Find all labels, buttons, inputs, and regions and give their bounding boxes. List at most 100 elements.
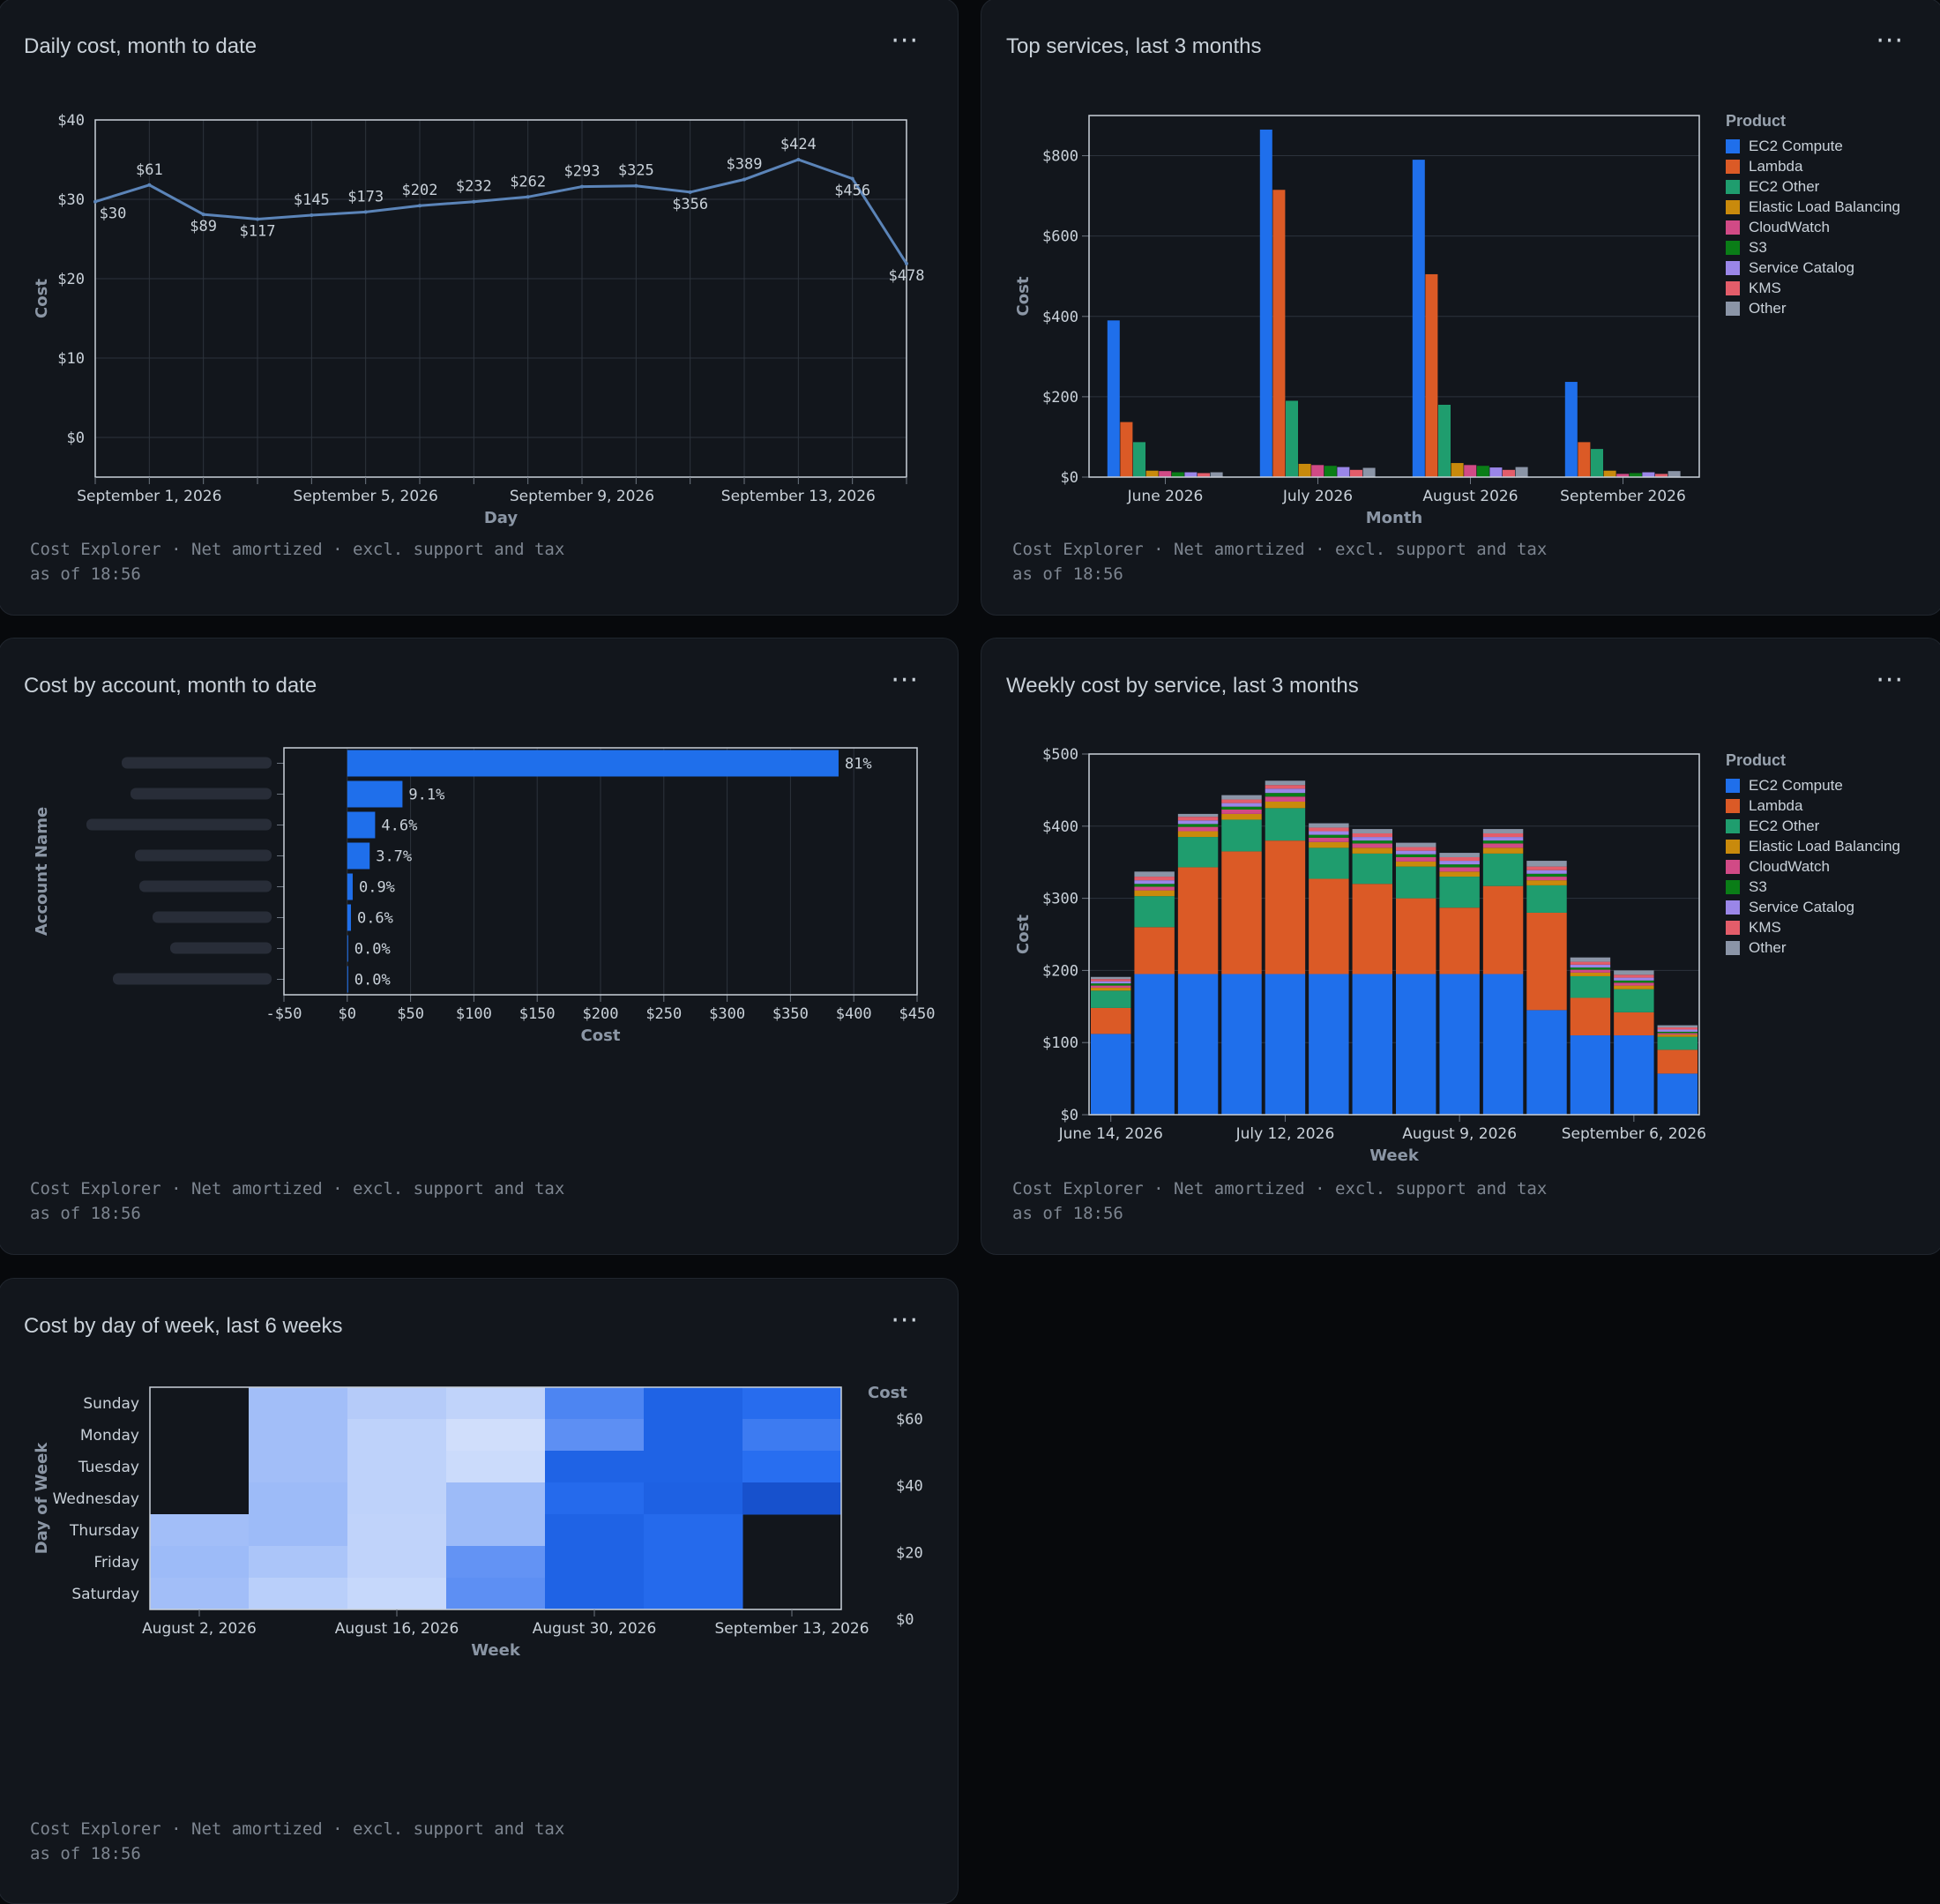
heatmap-cell — [545, 1451, 645, 1483]
legend-item[interactable]: CloudWatch — [1726, 856, 1900, 877]
heatmap-cell — [446, 1578, 546, 1610]
panel-title: Cost by account, month to date — [24, 674, 317, 698]
x-tick-label: June 14, 2026 — [1058, 1125, 1163, 1143]
stacked-bar-segment — [1396, 866, 1436, 899]
stacked-bar-segment — [1221, 809, 1262, 814]
stacked-bar-segment — [1091, 985, 1131, 989]
legend-item[interactable]: KMS — [1726, 917, 1900, 937]
legend-item[interactable]: Service Catalog — [1726, 258, 1900, 278]
stacked-bar-segment — [1482, 837, 1524, 841]
legend-item[interactable]: KMS — [1726, 278, 1900, 298]
legend-item[interactable]: CloudWatch — [1726, 217, 1900, 237]
more-options-icon[interactable]: ··· — [891, 1305, 919, 1336]
stacked-bar-segment — [1309, 847, 1349, 879]
legend-item[interactable]: Elastic Load Balancing — [1726, 197, 1900, 217]
stacked-bar-segment — [1614, 970, 1654, 975]
more-options-icon[interactable]: ··· — [891, 665, 919, 696]
x-tick-label: $150 — [519, 1005, 556, 1023]
stacked-bar-segment — [1352, 843, 1392, 848]
y-axis-title: Cost — [33, 279, 51, 318]
stacked-bar-segment — [1352, 974, 1392, 1115]
stacked-bar-segment — [1482, 847, 1524, 854]
data-point — [147, 183, 152, 187]
heatmap-cell — [446, 1451, 546, 1483]
data-label: $389 — [727, 156, 763, 174]
heatmap-cell — [545, 1546, 645, 1579]
stacked-bar-segment — [1177, 831, 1219, 838]
stacked-bar-segment — [1177, 813, 1219, 818]
y-axis-title: Day of Week — [33, 1442, 51, 1555]
colorbar-tick-label: $20 — [896, 1544, 923, 1562]
stacked-bar-segment — [1657, 1034, 1698, 1037]
more-options-icon[interactable]: ··· — [1876, 665, 1904, 696]
heatmap-cell — [644, 1482, 743, 1515]
data-label: $356 — [672, 196, 708, 213]
legend-item[interactable]: S3 — [1726, 237, 1900, 258]
panel-title: Cost by day of week, last 6 weeks — [24, 1314, 343, 1338]
weekly-cost-panel: Weekly cost by service, last 3 months ··… — [981, 638, 1940, 1255]
legend-item[interactable]: Other — [1726, 937, 1900, 958]
legend-item[interactable]: Lambda — [1726, 795, 1900, 816]
data-label: $117 — [240, 223, 276, 241]
legend-swatch — [1726, 199, 1740, 214]
bar — [1425, 273, 1438, 477]
chart-legend: Product EC2 Compute Lambda EC2 Other Elasti… — [1726, 112, 1900, 318]
stacked-bar-segment — [1352, 884, 1392, 974]
data-label: 4.6% — [381, 818, 417, 835]
heatmap-cell — [545, 1387, 645, 1420]
stacked-bar-segment — [1439, 853, 1480, 857]
legend-item[interactable]: EC2 Other — [1726, 176, 1900, 197]
legend-item[interactable]: Other — [1726, 298, 1900, 318]
legend-label: EC2 Other — [1749, 817, 1820, 834]
plot-frame — [94, 119, 907, 478]
bar — [1337, 467, 1350, 477]
bar — [1145, 470, 1159, 477]
stacked-bar-segment — [1091, 990, 1131, 1008]
bar — [1198, 473, 1210, 477]
more-options-icon[interactable]: ··· — [1876, 26, 1904, 56]
heatmap-cell — [545, 1514, 645, 1547]
stacked-bar-segment — [1570, 975, 1611, 998]
footer-timestamp: as of 18:56 — [30, 1204, 141, 1223]
legend-item[interactable]: S3 — [1726, 877, 1900, 897]
heatmap-cell — [347, 1546, 447, 1579]
legend-item[interactable]: EC2 Compute — [1726, 775, 1900, 795]
heatmap-cell — [347, 1419, 447, 1452]
y-tick-label: $300 — [1042, 891, 1078, 908]
x-axis-title: Week — [1369, 1146, 1420, 1165]
footer-timestamp: as of 18:56 — [30, 564, 141, 584]
bar — [1438, 405, 1451, 477]
heatmap-cell — [249, 1514, 348, 1547]
bar — [1133, 442, 1145, 477]
bar — [1272, 190, 1286, 477]
stacked-bar-segment — [1526, 880, 1567, 885]
heatmap-cell — [545, 1578, 645, 1610]
y-tick-label: Monday — [80, 1427, 139, 1445]
heatmap-cell — [249, 1387, 348, 1420]
legend-label: Elastic Load Balancing — [1749, 837, 1901, 855]
legend-item[interactable]: Elastic Load Balancing — [1726, 836, 1900, 856]
panel-footer: Cost Explorer · Net amortized · excl. su… — [1012, 537, 1547, 586]
stacked-bar-segment — [1657, 1027, 1698, 1030]
bar — [347, 750, 839, 777]
legend-item[interactable]: Lambda — [1726, 156, 1900, 176]
legend-item[interactable]: EC2 Compute — [1726, 136, 1900, 156]
colorbar-tick-label: $60 — [896, 1411, 923, 1429]
stacked-bar-segment — [1396, 854, 1436, 857]
colorbar-tick-label: $0 — [896, 1611, 914, 1629]
legend-title: Product — [1726, 751, 1787, 769]
more-options-icon[interactable]: ··· — [891, 26, 919, 56]
x-tick-label: September 6, 2026 — [1562, 1125, 1706, 1143]
x-axis-title: Day — [484, 509, 519, 527]
bar — [1350, 469, 1362, 477]
legend-item[interactable]: Service Catalog — [1726, 897, 1900, 917]
legend-label: KMS — [1749, 918, 1781, 936]
panel-footer: Cost Explorer · Net amortized · excl. su… — [30, 1817, 564, 1866]
stacked-bar-segment — [1265, 974, 1306, 1115]
footer-source: Cost Explorer · Net amortized · excl. su… — [1012, 1179, 1548, 1198]
stacked-bar-segment — [1482, 840, 1524, 844]
stacked-bar-segment — [1177, 824, 1219, 827]
legend-item[interactable]: EC2 Other — [1726, 816, 1900, 836]
stacked-bar-segment — [1526, 861, 1567, 867]
legend-swatch — [1726, 879, 1740, 894]
